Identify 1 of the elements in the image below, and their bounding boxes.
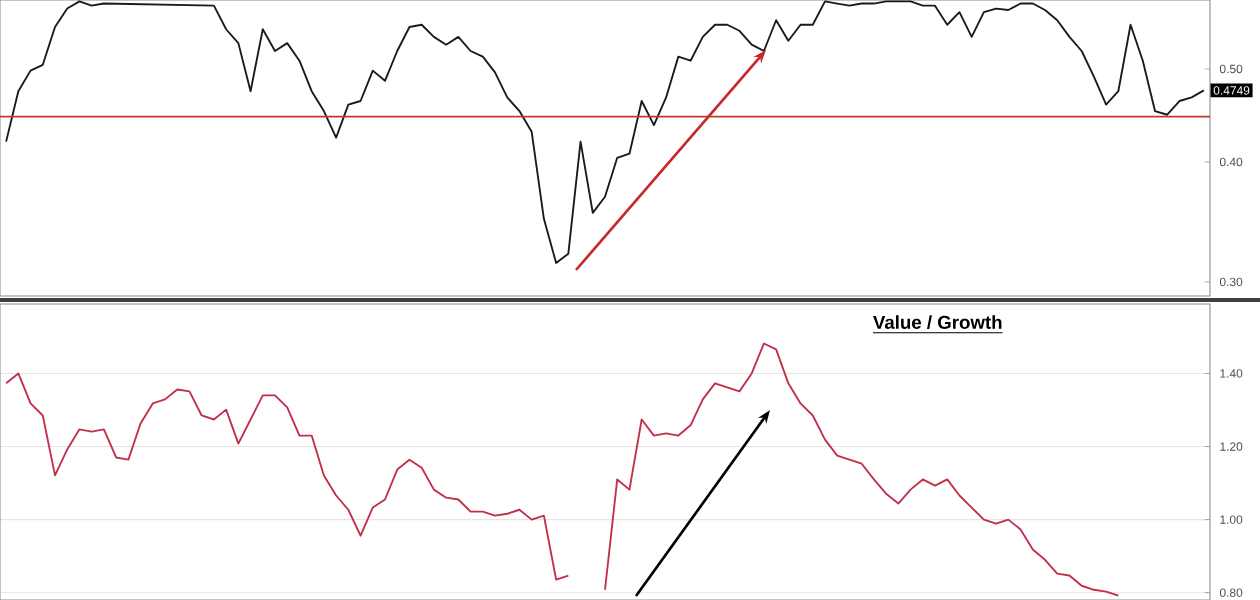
chart-title: Value / Growth [873, 315, 1002, 330]
